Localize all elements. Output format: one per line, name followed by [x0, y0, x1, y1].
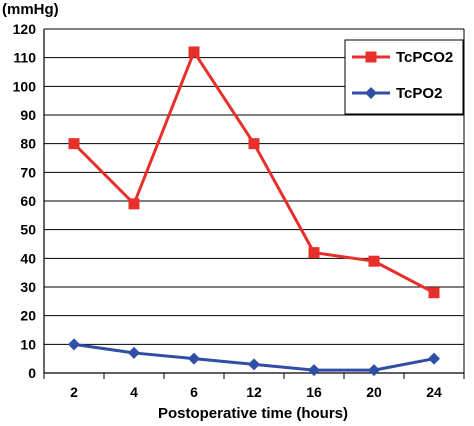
- x-axis-ticks: 2 4 6 12 16 20 24: [43, 373, 465, 400]
- data-point: [428, 352, 440, 365]
- gridlines: [43, 28, 465, 374]
- data-point: [128, 346, 140, 359]
- x-tick-label: 12: [246, 384, 262, 400]
- legend-label: TcPO2: [396, 85, 442, 102]
- series-layer: [68, 46, 440, 377]
- y-tick-label: 60: [20, 193, 36, 209]
- data-point: [128, 198, 140, 210]
- legend-label: TcPCO2: [396, 49, 453, 66]
- y-tick-label: 120: [13, 21, 37, 37]
- y-tick-label: 0: [28, 365, 36, 381]
- y-tick-label: 100: [13, 78, 37, 94]
- x-tick-label: 6: [190, 384, 198, 400]
- data-point: [248, 138, 260, 150]
- y-axis-unit-label: (mmHg): [2, 1, 59, 18]
- data-point: [188, 352, 200, 365]
- y-tick-label: 10: [20, 336, 36, 352]
- data-point: [308, 247, 320, 259]
- data-point: [428, 287, 440, 299]
- y-tick-label: 110: [13, 50, 36, 66]
- y-tick-label: 40: [20, 250, 36, 266]
- y-tick-label: 30: [20, 279, 36, 295]
- legend-box: [344, 39, 464, 115]
- data-point: [68, 138, 80, 150]
- y-axis-ticks: 0 10 20 30 40 50 60 70 80 90 100 110 120: [13, 21, 37, 381]
- x-tick-label: 24: [426, 384, 442, 400]
- series-tcpco2: [68, 46, 440, 299]
- y-tick-label: 90: [20, 107, 36, 123]
- series-tcpo2: [68, 338, 440, 377]
- data-point: [368, 364, 380, 377]
- data-point: [188, 46, 200, 58]
- x-tick-label: 4: [130, 384, 138, 400]
- legend-marker: [365, 87, 377, 99]
- data-point: [68, 338, 80, 351]
- y-tick-label: 70: [20, 164, 36, 180]
- y-tick-label: 50: [20, 222, 36, 238]
- data-point: [248, 358, 260, 371]
- y-tick-label: 20: [20, 308, 36, 324]
- legend: TcPCO2 TcPO2: [344, 39, 464, 115]
- legend-marker: [365, 51, 377, 63]
- x-tick-label: 2: [70, 384, 78, 400]
- x-tick-label: 20: [366, 384, 382, 400]
- y-tick-label: 80: [20, 136, 36, 152]
- data-point: [368, 255, 380, 267]
- data-point: [308, 364, 320, 377]
- x-tick-label: 16: [306, 384, 322, 400]
- x-axis-label: Postoperative time (hours): [158, 405, 348, 422]
